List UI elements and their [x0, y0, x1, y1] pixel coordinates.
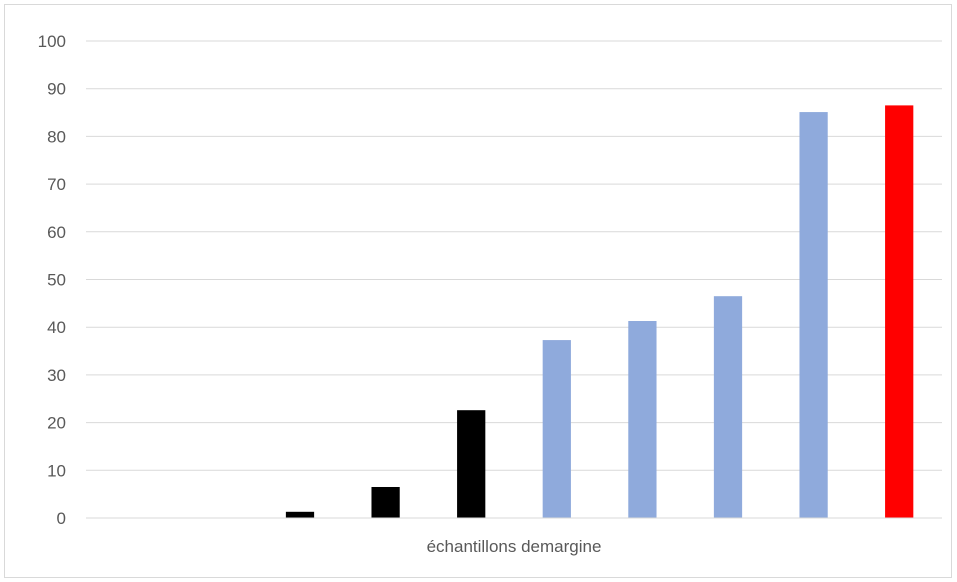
- y-tick-label: 30: [47, 366, 66, 385]
- y-tick-label: 10: [47, 461, 66, 480]
- bar: [457, 410, 486, 518]
- bar: [285, 511, 315, 518]
- y-tick-label: 80: [47, 127, 66, 146]
- bars: [285, 105, 914, 519]
- y-tick-label: 100: [38, 32, 66, 51]
- y-tick-label: 90: [47, 80, 66, 99]
- y-tick-label: 60: [47, 223, 66, 242]
- y-tick-label: 40: [47, 318, 66, 337]
- y-tick-label: 70: [47, 175, 66, 194]
- bar: [713, 296, 743, 518]
- y-tick-label: 50: [47, 271, 66, 290]
- y-tick-label: 0: [57, 509, 66, 528]
- bar: [885, 105, 914, 519]
- x-axis-title: échantillons demargine: [427, 537, 602, 556]
- bar: [542, 340, 571, 518]
- bar: [628, 320, 657, 518]
- y-tick-label: 20: [47, 414, 66, 433]
- y-axis-tick-labels: 0 10 20 30 40 50 60 70 80 90 100: [38, 32, 66, 528]
- bar: [371, 486, 400, 518]
- bar: [799, 112, 828, 518]
- gridlines: [86, 40, 942, 471]
